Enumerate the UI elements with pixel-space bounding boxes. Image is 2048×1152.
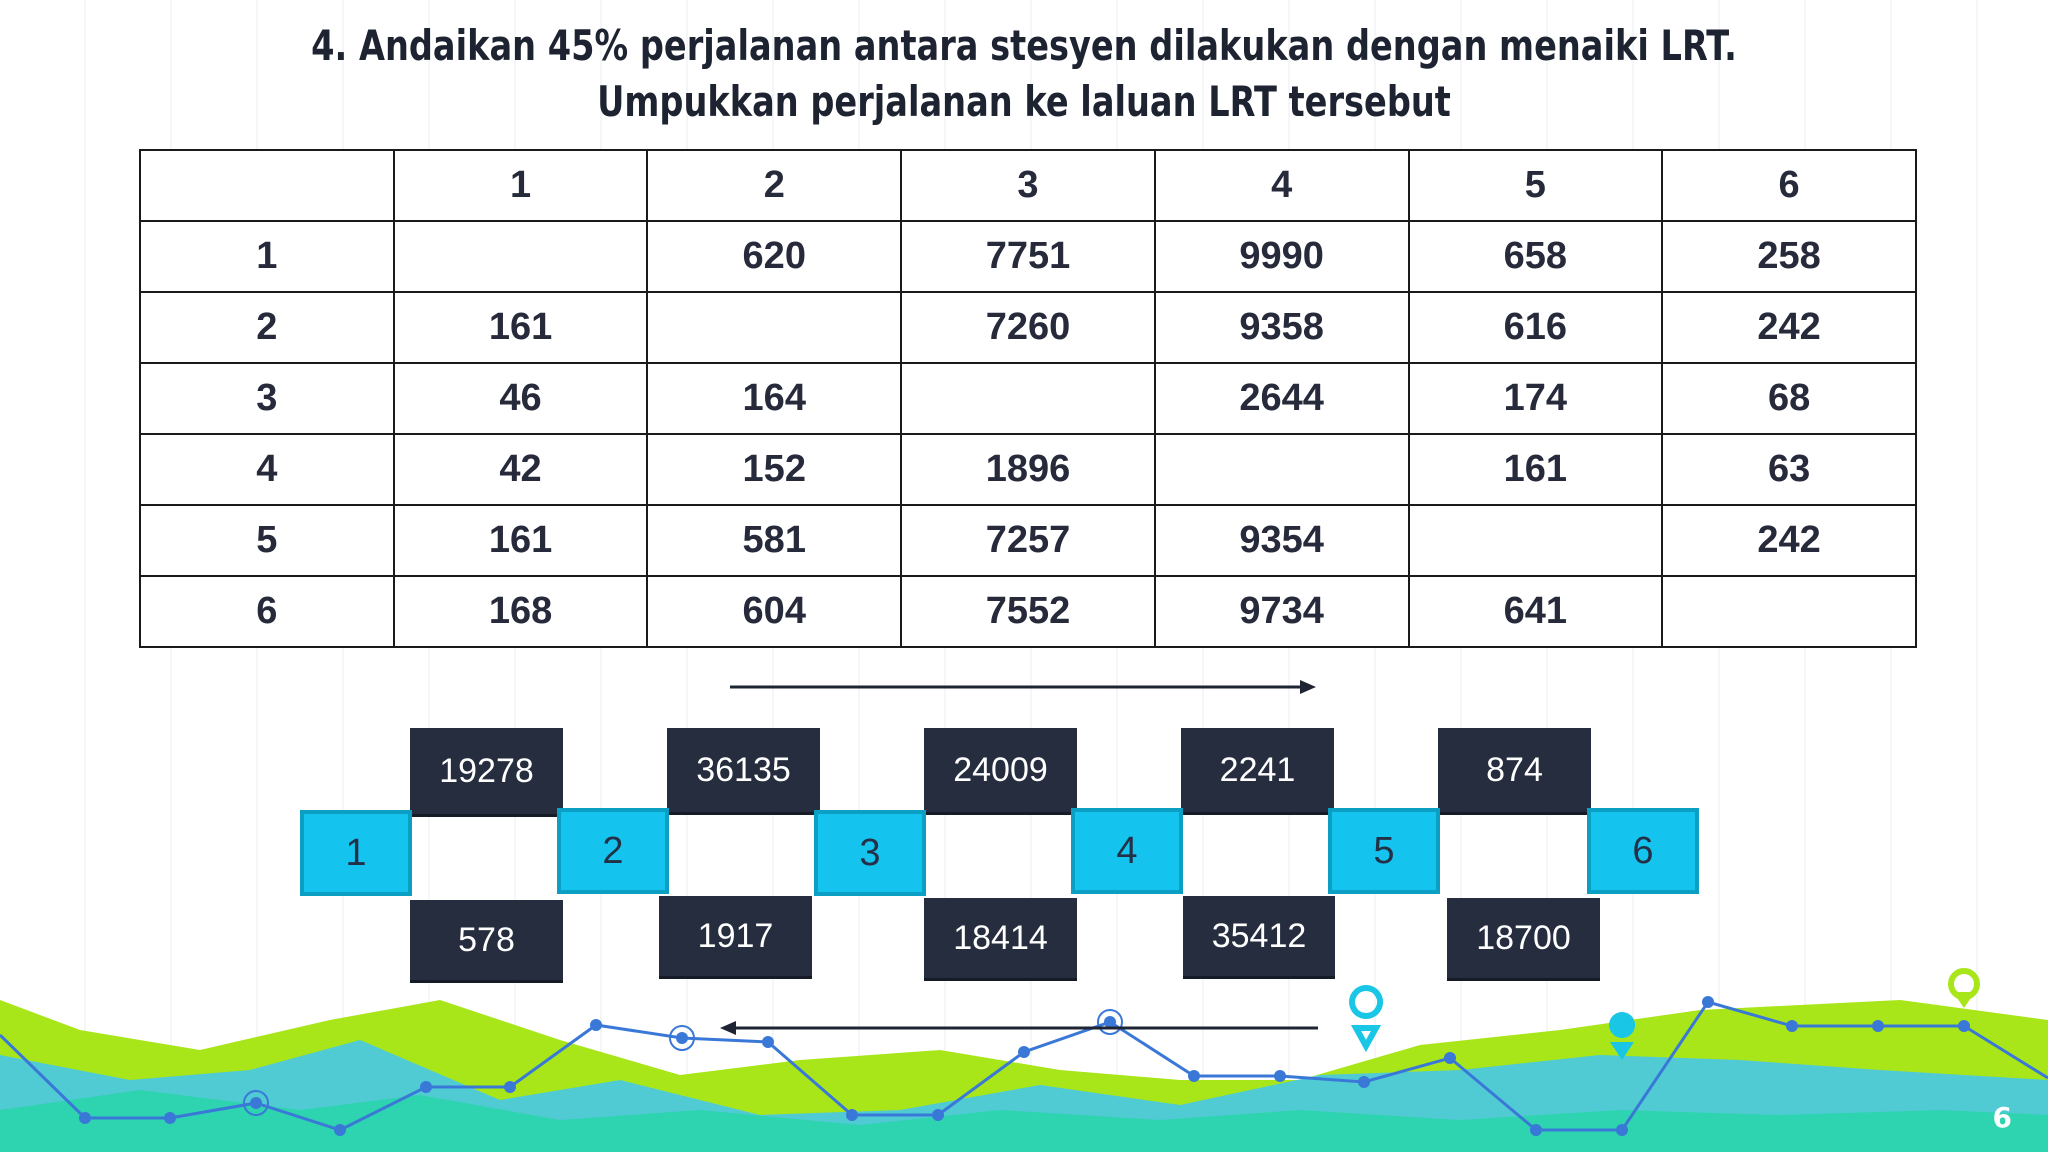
od-matrix-table: 1 2 3 4 5 6 1 620 7751 9990 658 258 2 16… <box>139 149 1917 648</box>
backward-volume-box: 35412 <box>1183 896 1335 979</box>
page-number: 6 <box>1992 1101 2012 1134</box>
table-cell: 174 <box>1407 362 1664 435</box>
station-box: 6 <box>1587 808 1699 894</box>
station-box: 3 <box>814 810 926 896</box>
table-cell: 258 <box>1661 220 1917 293</box>
forward-direction-arrow <box>730 680 1316 694</box>
table-cell: 46 <box>392 362 649 435</box>
table-row: 5 161 581 7257 9354 242 <box>139 504 1917 577</box>
table-cell: 63 <box>1661 433 1917 506</box>
table-cell: 161 <box>392 504 649 577</box>
table-header-cell: 6 <box>1661 149 1917 222</box>
table-row: 1 620 7751 9990 658 258 <box>139 220 1917 293</box>
table-cell: 9358 <box>1153 291 1410 364</box>
table-cell: 9354 <box>1153 504 1410 577</box>
table-cell: 5 <box>139 504 395 577</box>
table-cell: 9990 <box>1153 220 1410 293</box>
table-header-row: 1 2 3 4 5 6 <box>139 149 1917 222</box>
table-cell: 6 <box>139 575 395 648</box>
table-cell <box>1153 433 1410 506</box>
title-line-2: Umpukkan perjalanan ke laluan LRT terseb… <box>597 77 1451 126</box>
station-box: 1 <box>300 810 412 896</box>
table-cell: 7552 <box>900 575 1156 648</box>
table-row: 2 161 7260 9358 616 242 <box>139 291 1917 364</box>
table-cell: 1896 <box>900 433 1156 506</box>
table-cell: 168 <box>392 575 649 648</box>
table-cell: 9734 <box>1153 575 1410 648</box>
table-cell <box>900 362 1156 435</box>
table-cell: 42 <box>392 433 649 506</box>
table-cell: 581 <box>646 504 903 577</box>
table-cell: 152 <box>646 433 903 506</box>
forward-volume-box: 24009 <box>924 728 1077 815</box>
station-box: 2 <box>557 808 669 894</box>
table-cell: 3 <box>139 362 395 435</box>
table-cell: 164 <box>646 362 903 435</box>
backward-volume-box: 18414 <box>924 898 1077 981</box>
table-cell <box>646 291 903 364</box>
backward-volume-box: 18700 <box>1447 898 1600 981</box>
table-cell: 7751 <box>900 220 1156 293</box>
table-cell: 2644 <box>1153 362 1410 435</box>
table-header-cell <box>139 149 395 222</box>
forward-volume-box: 36135 <box>667 728 820 815</box>
table-header-cell: 5 <box>1407 149 1664 222</box>
table-cell: 7257 <box>900 504 1156 577</box>
table-cell <box>392 220 649 293</box>
table-row: 4 42 152 1896 161 63 <box>139 433 1917 506</box>
table-cell: 4 <box>139 433 395 506</box>
table-cell: 620 <box>646 220 903 293</box>
table-header-cell: 3 <box>900 149 1156 222</box>
table-header-cell: 4 <box>1153 149 1410 222</box>
station-box: 4 <box>1071 808 1183 894</box>
forward-volume-box: 2241 <box>1181 728 1334 815</box>
table-cell: 242 <box>1661 291 1917 364</box>
table-header-cell: 2 <box>646 149 903 222</box>
backward-volume-box: 1917 <box>659 896 812 979</box>
table-cell <box>1407 504 1664 577</box>
table-cell: 161 <box>1407 433 1664 506</box>
table-cell: 242 <box>1661 504 1917 577</box>
table-cell: 658 <box>1407 220 1664 293</box>
table-header-cell: 1 <box>392 149 649 222</box>
title-line-1: 4. Andaikan 45% perjalanan antara stesye… <box>311 21 1737 70</box>
table-cell: 604 <box>646 575 903 648</box>
decorative-footer-graphic <box>0 968 2048 1152</box>
table-cell: 68 <box>1661 362 1917 435</box>
table-cell <box>1661 575 1917 648</box>
station-box: 5 <box>1328 808 1440 894</box>
table-cell: 161 <box>392 291 649 364</box>
slide-title: 4. Andaikan 45% perjalanan antara stesye… <box>205 18 1843 130</box>
forward-volume-box: 874 <box>1438 728 1591 815</box>
table-row: 3 46 164 2644 174 68 <box>139 362 1917 435</box>
table-cell: 1 <box>139 220 395 293</box>
table-row: 6 168 604 7552 9734 641 <box>139 575 1917 648</box>
forward-volume-box: 19278 <box>410 728 563 817</box>
table-cell: 2 <box>139 291 395 364</box>
table-cell: 641 <box>1407 575 1664 648</box>
table-cell: 7260 <box>900 291 1156 364</box>
table-cell: 616 <box>1407 291 1664 364</box>
backward-volume-box: 578 <box>410 900 563 983</box>
